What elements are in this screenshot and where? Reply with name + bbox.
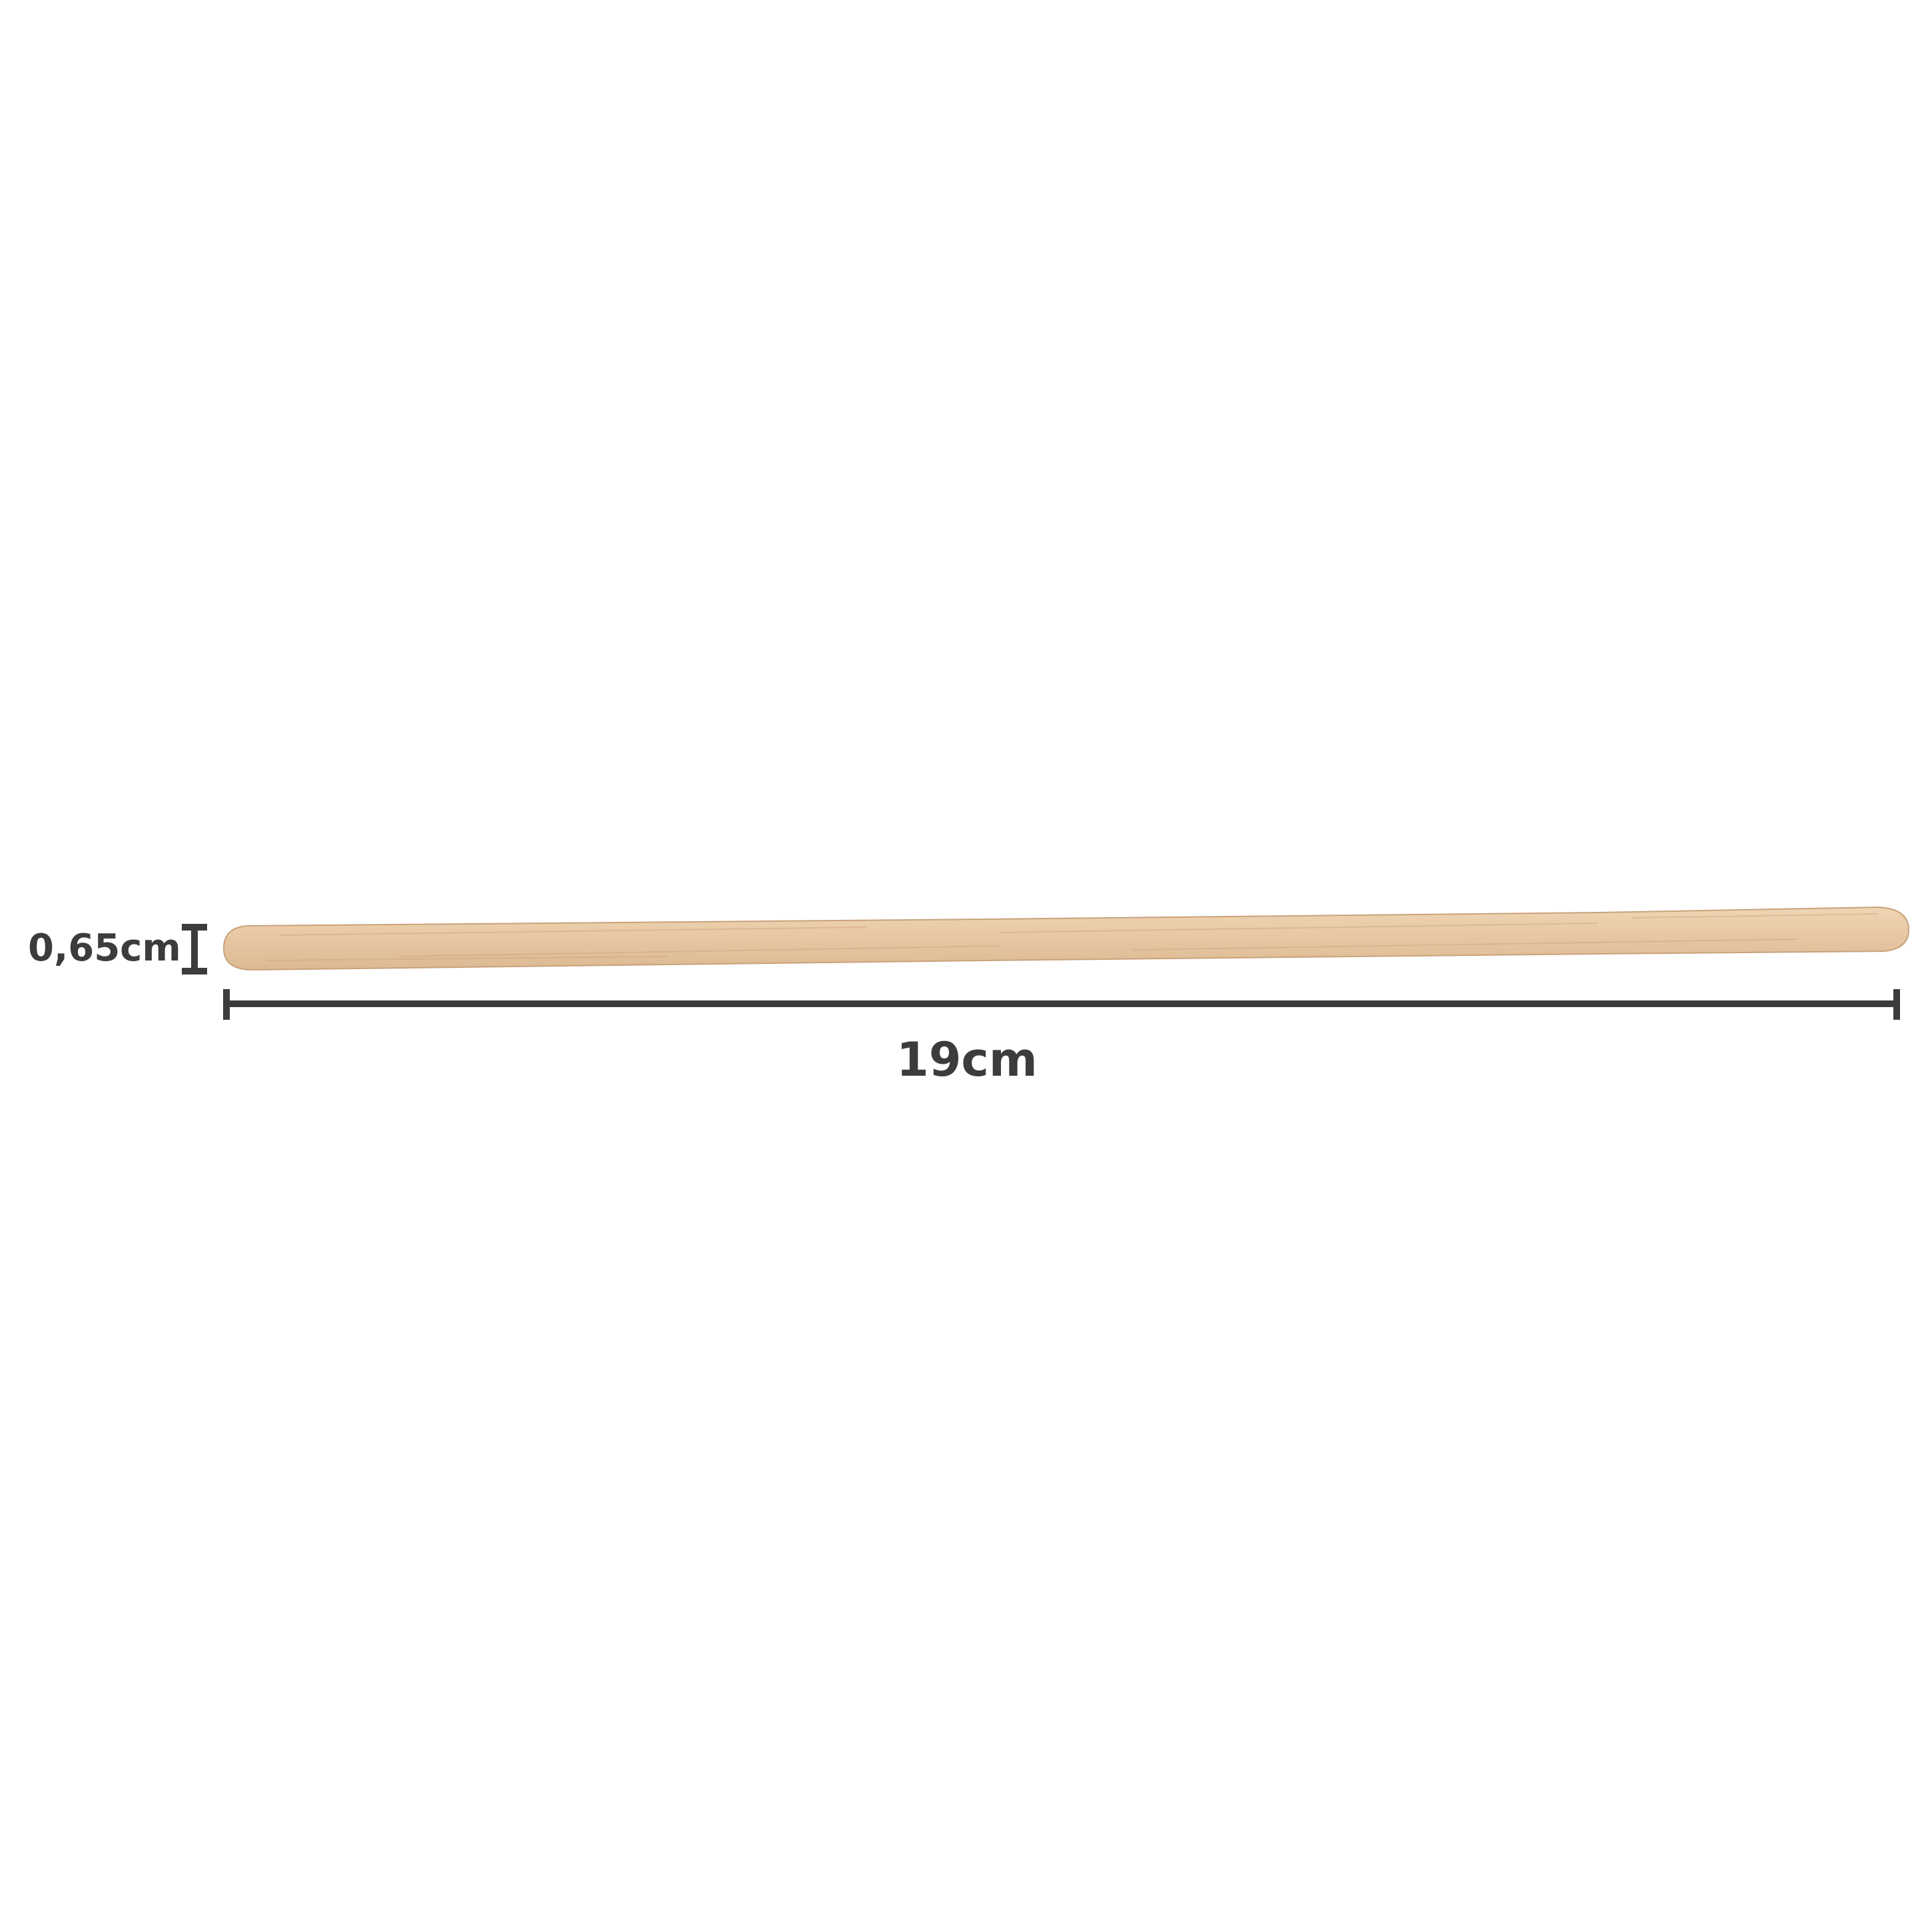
stick-body [222,906,1910,971]
wood-grain [266,913,1879,961]
height-dimension-label: 0,65cm [28,927,181,970]
height-dimension-marker [182,924,207,974]
length-dimension-label: 19cm [896,1032,1038,1087]
length-dimension-line [223,989,1900,1020]
wooden-stick [222,906,1910,971]
